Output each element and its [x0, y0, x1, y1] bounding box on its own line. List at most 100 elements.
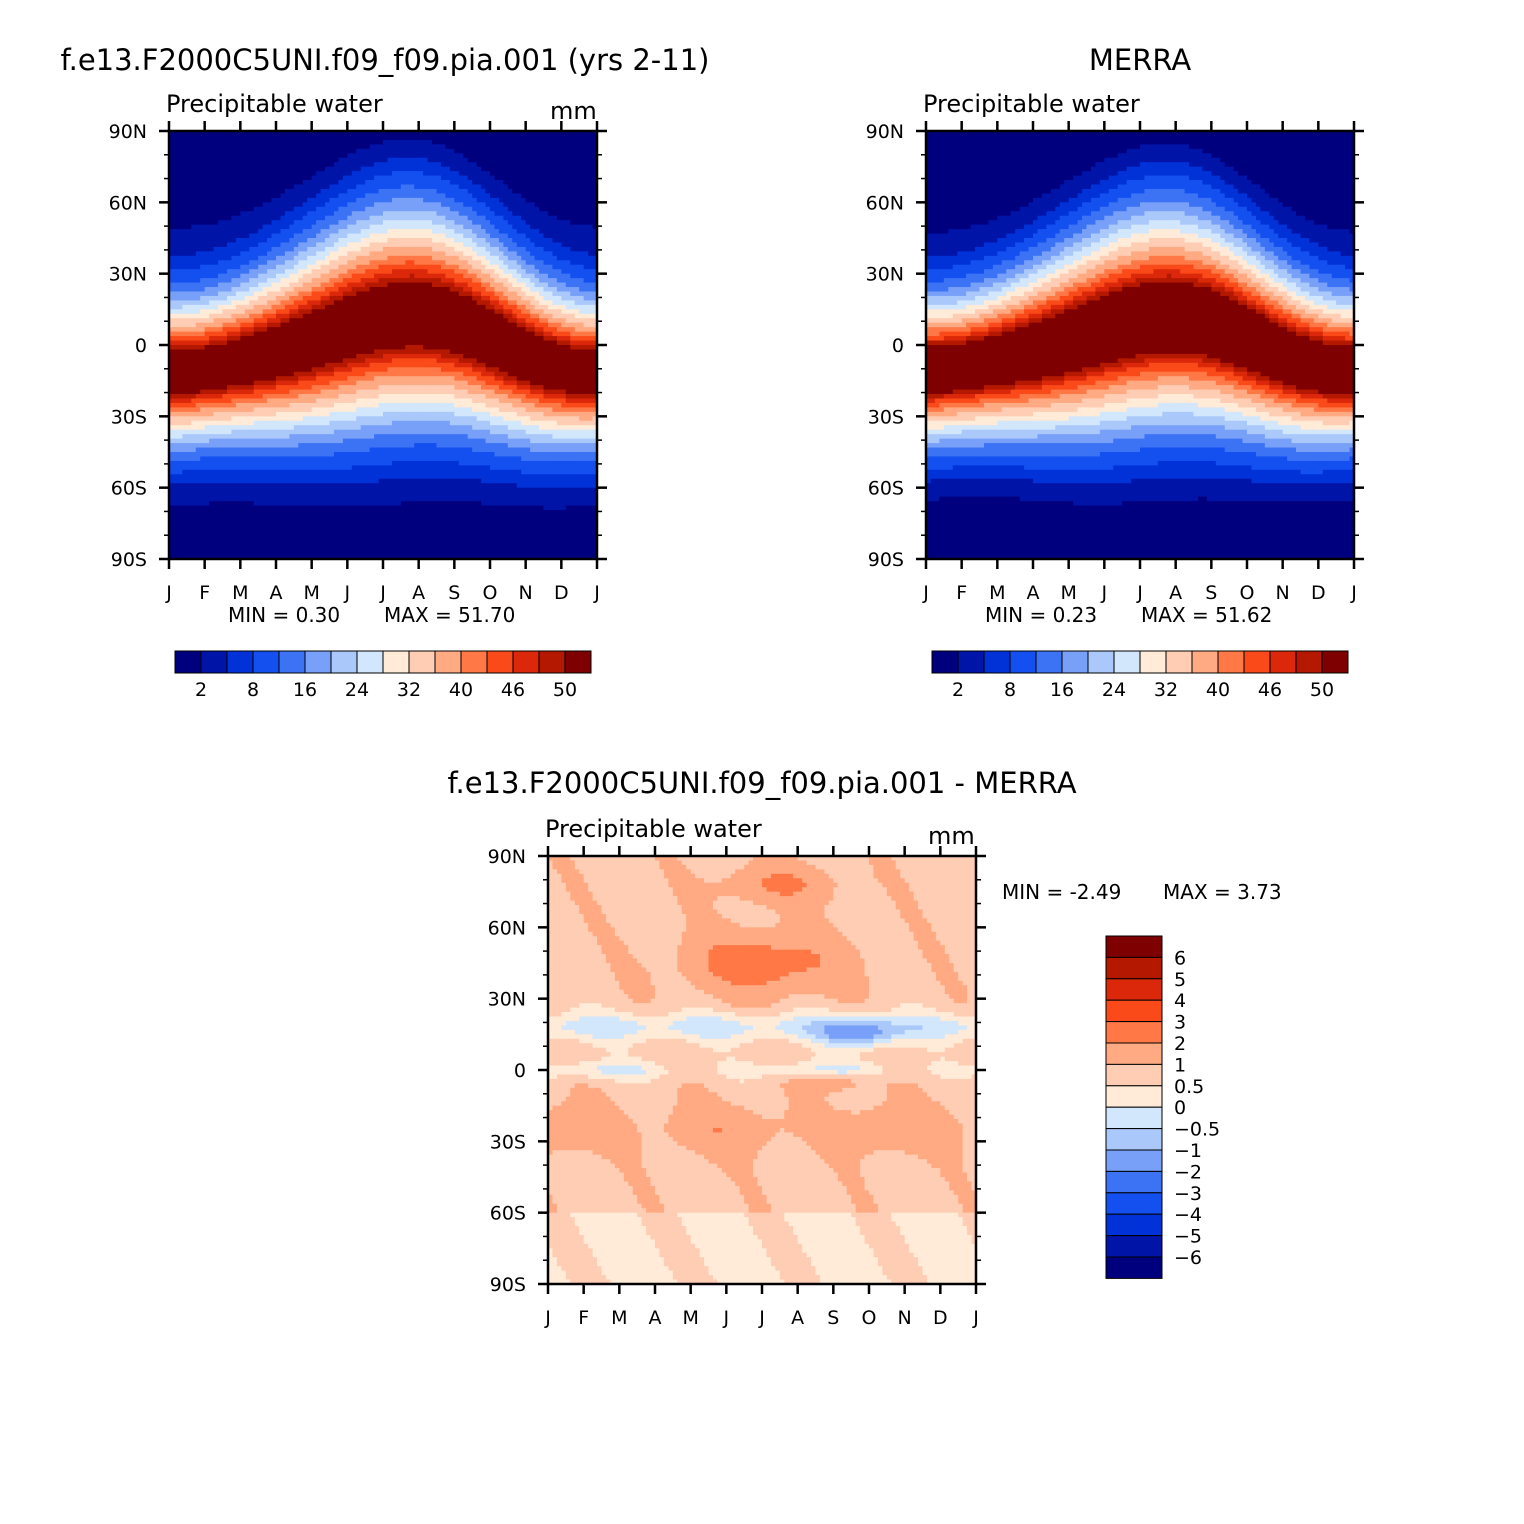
heatmap-cell — [182, 158, 187, 163]
heatmap-cell — [182, 135, 187, 140]
heatmap-cell — [338, 176, 343, 181]
heatmap-cell — [379, 305, 384, 310]
heatmap-cell — [330, 327, 335, 332]
heatmap-cell — [383, 189, 388, 194]
heatmap-cell — [450, 305, 455, 310]
heatmap-cell — [517, 225, 522, 230]
heatmap-cell — [588, 269, 593, 274]
heatmap-cell — [196, 229, 201, 234]
heatmap-cell — [330, 225, 335, 230]
heatmap-cell — [570, 332, 575, 337]
heatmap-cell — [396, 323, 401, 328]
heatmap-cell — [236, 358, 241, 363]
heatmap-cell — [173, 292, 178, 297]
heatmap-cell — [187, 283, 192, 288]
heatmap-cell — [477, 283, 482, 288]
heatmap-cell — [258, 256, 263, 261]
heatmap-cell — [187, 296, 192, 301]
heatmap-cell — [503, 269, 508, 274]
heatmap-cell — [196, 323, 201, 328]
heatmap-cell — [468, 318, 473, 323]
heatmap-cell — [530, 153, 535, 158]
heatmap-cell — [472, 345, 477, 350]
heatmap-cell — [236, 349, 241, 354]
heatmap-cell — [209, 292, 214, 297]
heatmap-cell — [227, 176, 232, 181]
heatmap-cell — [285, 283, 290, 288]
heatmap-cell — [552, 247, 557, 252]
heatmap-cell — [289, 349, 294, 354]
heatmap-cell — [263, 238, 268, 243]
heatmap-cell — [552, 349, 557, 354]
heatmap-cell — [441, 247, 446, 252]
heatmap-cell — [258, 314, 263, 319]
heatmap-cell — [566, 314, 571, 319]
heatmap-cell — [490, 327, 495, 332]
heatmap-cell — [245, 354, 250, 359]
heatmap-cell — [289, 292, 294, 297]
heatmap-cell — [370, 242, 375, 247]
heatmap-cell — [570, 144, 575, 149]
heatmap-cell — [481, 251, 486, 256]
heatmap-cell — [508, 144, 513, 149]
heatmap-cell — [566, 256, 571, 261]
heatmap-cell — [361, 229, 366, 234]
heatmap-cell — [245, 296, 250, 301]
heatmap-cell — [579, 305, 584, 310]
heatmap-cell — [428, 158, 433, 163]
heatmap-cell — [258, 158, 263, 163]
heatmap-cell — [387, 318, 392, 323]
heatmap-cell — [352, 278, 357, 283]
heatmap-cell — [218, 167, 223, 172]
heatmap-cell — [280, 256, 285, 261]
heatmap-cell — [227, 189, 232, 194]
heatmap-cell — [445, 220, 450, 225]
heatmap-cell — [508, 229, 513, 234]
heatmap-cell — [347, 256, 352, 261]
heatmap-cell — [392, 216, 397, 221]
heatmap-cell — [352, 167, 357, 172]
heatmap-cell — [316, 211, 321, 216]
heatmap-cell — [486, 180, 491, 185]
heatmap-cell — [338, 153, 343, 158]
heatmap-cell — [584, 216, 589, 221]
heatmap-cell — [312, 207, 317, 212]
heatmap-cell — [173, 216, 178, 221]
heatmap-cell — [365, 327, 370, 332]
heatmap-cell — [517, 242, 522, 247]
heatmap-cell — [517, 274, 522, 279]
heatmap-cell — [254, 189, 259, 194]
heatmap-cell — [289, 332, 294, 337]
heatmap-cell — [321, 260, 326, 265]
heatmap-cell — [303, 242, 308, 247]
heatmap-cell — [236, 296, 241, 301]
heatmap-cell — [405, 292, 410, 297]
heatmap-cell — [338, 185, 343, 190]
heatmap-cell — [423, 211, 428, 216]
heatmap-cell — [330, 216, 335, 221]
heatmap-cell — [584, 140, 589, 145]
heatmap-cell — [236, 345, 241, 350]
heatmap-cell — [312, 251, 317, 256]
heatmap-cell — [263, 274, 268, 279]
heatmap-cell — [330, 283, 335, 288]
heatmap-cell — [254, 216, 259, 221]
heatmap-cell — [561, 149, 566, 154]
heatmap-cell — [200, 176, 205, 181]
heatmap-cell — [548, 309, 553, 314]
heatmap-cell — [486, 162, 491, 167]
heatmap-cell — [200, 211, 205, 216]
heatmap-cell — [352, 336, 357, 341]
heatmap-cell — [245, 256, 250, 261]
heatmap-cell — [517, 341, 522, 346]
heatmap-cell — [191, 176, 196, 181]
heatmap-cell — [423, 287, 428, 292]
heatmap-cell — [223, 269, 228, 274]
heatmap-cell — [405, 162, 410, 167]
heatmap-cell — [245, 341, 250, 346]
heatmap-cell — [245, 251, 250, 256]
heatmap-cell — [272, 149, 277, 154]
heatmap-cell — [231, 314, 236, 319]
heatmap-cell — [245, 193, 250, 198]
heatmap-cell — [316, 158, 321, 163]
